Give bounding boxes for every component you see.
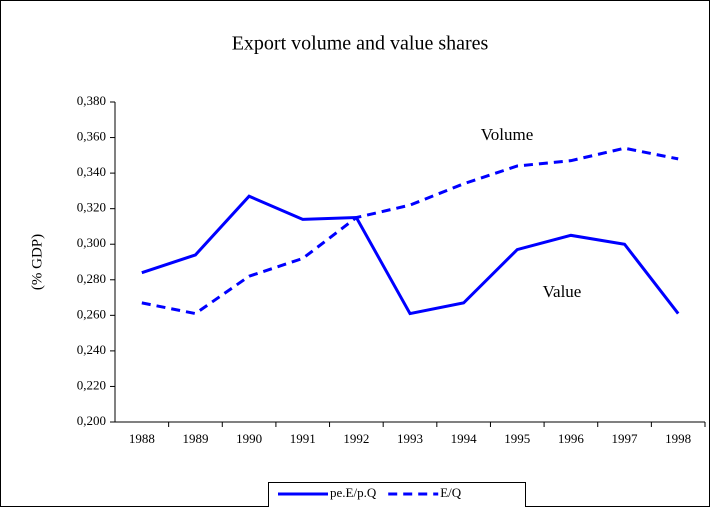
x-tick-label: 1989 xyxy=(182,431,208,446)
legend-label: pe.E/p.Q xyxy=(330,485,377,500)
x-tick-label: 1991 xyxy=(290,431,316,446)
x-tick-label: 1998 xyxy=(665,431,691,446)
y-tick-label: 0,380 xyxy=(77,93,106,108)
y-tick-label: 0,360 xyxy=(77,129,106,144)
x-tick-label: 1993 xyxy=(397,431,423,446)
x-tick-label: 1997 xyxy=(612,431,639,446)
y-tick-label: 0,340 xyxy=(77,164,106,179)
annotation: Volume xyxy=(481,125,534,144)
y-tick-label: 0,260 xyxy=(77,306,106,321)
y-tick-label: 0,200 xyxy=(77,413,106,428)
x-tick-label: 1995 xyxy=(504,431,530,446)
x-tick-label: 1988 xyxy=(129,431,155,446)
y-axis-label: (% GDP) xyxy=(29,234,45,290)
y-tick-label: 0,320 xyxy=(77,200,106,215)
annotation: Value xyxy=(543,282,582,301)
series-line xyxy=(141,146,679,316)
x-tick-label: 1994 xyxy=(451,431,478,446)
y-tick-label: 0,240 xyxy=(77,342,106,357)
x-tick-label: 1990 xyxy=(236,431,262,446)
x-tick-label: 1992 xyxy=(343,431,369,446)
y-tick-label: 0,300 xyxy=(77,235,106,250)
series-line xyxy=(141,194,680,316)
chart-title: Export volume and value shares xyxy=(232,33,489,55)
y-tick-label: 0,280 xyxy=(77,271,106,286)
x-tick-label: 1996 xyxy=(558,431,585,446)
y-tick-label: 0,220 xyxy=(77,377,106,392)
legend-label: E/Q xyxy=(440,485,462,500)
